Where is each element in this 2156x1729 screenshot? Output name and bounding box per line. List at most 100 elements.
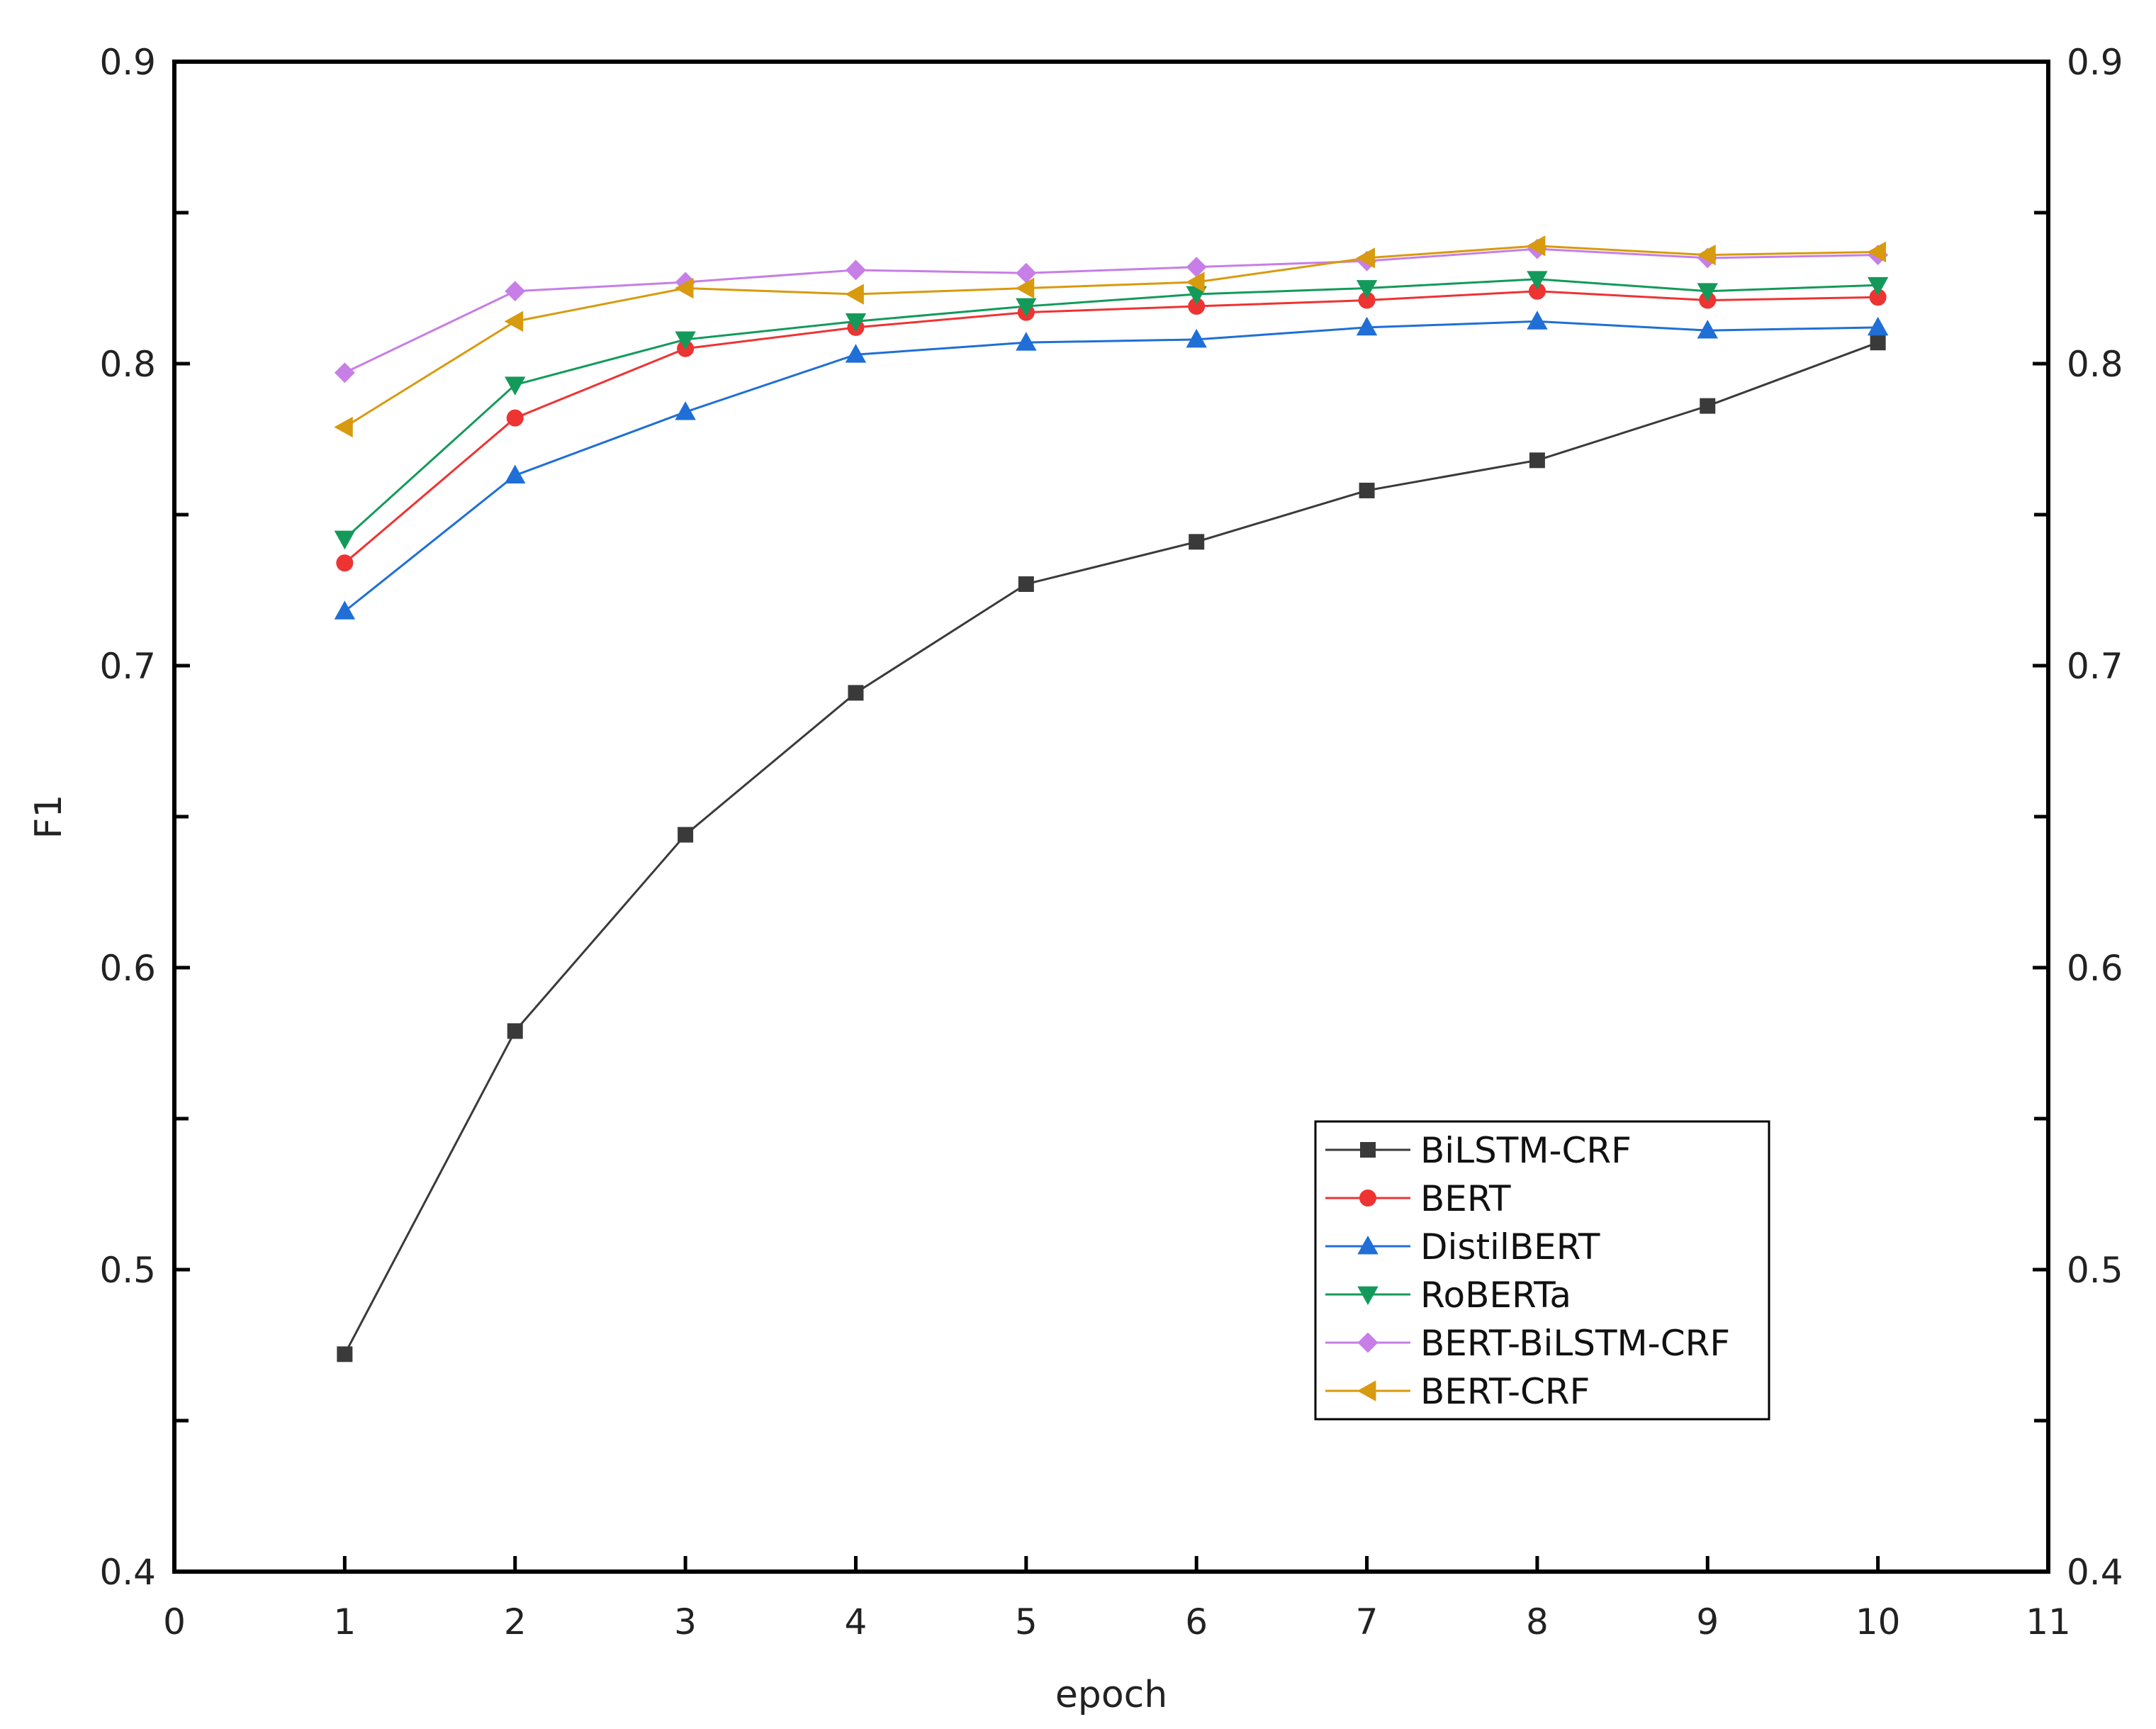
- legend-swatch-marker: [1360, 1142, 1376, 1158]
- legend-item: BERT-CRF: [1325, 1371, 1590, 1412]
- data-point: [1697, 283, 1718, 302]
- x-tick-label: 1: [333, 1601, 356, 1643]
- x-tick-label: 10: [1855, 1601, 1901, 1643]
- series-line: [344, 245, 1878, 428]
- y-tick-label-right: 0.9: [2067, 42, 2123, 83]
- y-tick-label-left: 0.5: [99, 1250, 156, 1291]
- legend-swatch-marker: [1357, 1235, 1379, 1255]
- data-point: [505, 464, 526, 484]
- data-point: [1186, 272, 1205, 293]
- data-point: [845, 344, 867, 363]
- data-point: [505, 281, 526, 302]
- data-point: [675, 277, 694, 299]
- x-tick-label: 5: [1015, 1601, 1038, 1643]
- data-point: [505, 376, 526, 396]
- data-point: [334, 530, 356, 550]
- data-point: [1356, 280, 1378, 299]
- data-point: [1189, 534, 1205, 550]
- data-point: [1186, 328, 1207, 348]
- series-line: [344, 341, 1879, 1355]
- legend-label: RoBERTa: [1420, 1275, 1571, 1316]
- data-point: [334, 600, 356, 620]
- y-tick-label-right: 0.8: [2067, 344, 2123, 385]
- data-point: [675, 331, 696, 350]
- data-point: [337, 1346, 353, 1363]
- data-point: [336, 554, 354, 572]
- data-point: [1697, 244, 1716, 266]
- legend-item: BERT-BiLSTM-CRF: [1325, 1323, 1730, 1364]
- legend-label: BERT-CRF: [1420, 1371, 1590, 1412]
- y-tick-label-right: 0.6: [2067, 948, 2123, 989]
- legend-box: [1314, 1120, 1770, 1421]
- legend-swatch-marker: [1359, 1190, 1376, 1207]
- data-point: [1697, 320, 1718, 339]
- plot-frame: [172, 60, 2050, 1574]
- legend-item: RoBERTa: [1325, 1275, 1571, 1316]
- series-layer: [334, 235, 1889, 1363]
- data-point: [506, 409, 524, 427]
- data-point: [1016, 332, 1037, 351]
- data-point: [845, 284, 864, 305]
- axis-tick-labels: 0 1 2 3 4 5 6 7 8 9 10 11 0.4 0.4 0.5 0.5 0.6 0.6 0.7 0.7 0.…: [99, 42, 2123, 1643]
- series-line: [344, 278, 1878, 540]
- data-point: [678, 827, 694, 843]
- data-point: [848, 685, 864, 701]
- legend-swatch-marker: [1357, 1332, 1379, 1353]
- x-tick-label: 0: [163, 1601, 186, 1643]
- data-point: [1867, 241, 1887, 263]
- data-point: [507, 1023, 523, 1039]
- data-point: [1870, 335, 1886, 351]
- x-tick-label: 4: [845, 1601, 868, 1643]
- y-tick-label-right: 0.7: [2067, 646, 2123, 687]
- data-point: [675, 401, 696, 420]
- data-point: [334, 416, 353, 438]
- data-point: [845, 313, 867, 332]
- y-tick-label-left: 0.6: [99, 948, 156, 989]
- data-point: [846, 259, 866, 281]
- data-point: [1867, 316, 1889, 336]
- legend-swatch-marker: [1357, 1286, 1379, 1306]
- data-point: [1867, 276, 1889, 296]
- data-point: [1527, 310, 1548, 330]
- legend-label: BERT: [1420, 1178, 1511, 1219]
- x-tick-label: 9: [1696, 1601, 1719, 1643]
- x-axis-title: epoch: [1055, 1674, 1167, 1716]
- data-point: [1015, 277, 1035, 299]
- data-point: [1700, 398, 1716, 414]
- y-tick-label-left: 0.4: [99, 1552, 156, 1593]
- data-point: [1359, 482, 1375, 498]
- y-tick-label-right: 0.5: [2067, 1250, 2123, 1291]
- legend-label: BiLSTM-CRF: [1420, 1130, 1632, 1171]
- x-tick-label: 2: [504, 1601, 527, 1643]
- x-tick-label: 8: [1526, 1601, 1549, 1643]
- x-tick-label: 11: [2026, 1601, 2071, 1643]
- y-tick-label-left: 0.9: [99, 42, 156, 83]
- data-point: [1018, 576, 1034, 592]
- data-point: [504, 310, 524, 332]
- series-distilbert: [334, 310, 1889, 620]
- series-bilstm-crf: [337, 335, 1886, 1363]
- x-tick-label: 7: [1356, 1601, 1379, 1643]
- data-point: [1356, 316, 1378, 336]
- series-line: [344, 247, 1878, 374]
- legend-label: DistilBERT: [1420, 1226, 1600, 1268]
- series-bert-crf: [334, 235, 1887, 438]
- series-line: [344, 290, 1878, 564]
- data-point: [334, 362, 355, 384]
- x-tick-label: 6: [1185, 1601, 1208, 1643]
- data-point: [1016, 298, 1037, 318]
- data-point: [1527, 271, 1548, 290]
- data-point: [1529, 452, 1545, 469]
- y-axis-title: F1: [28, 795, 70, 839]
- series-line: [344, 320, 1878, 612]
- x-tick-label: 3: [674, 1601, 697, 1643]
- legend-item: BiLSTM-CRF: [1325, 1130, 1632, 1171]
- legend: BiLSTM-CRF BERT DistilBERT RoBERTa BERT-BiLS…: [1314, 1120, 1770, 1421]
- legend-item: DistilBERT: [1325, 1226, 1600, 1268]
- y-tick-label-left: 0.8: [99, 344, 156, 385]
- y-tick-label-left: 0.7: [99, 646, 156, 687]
- data-point: [1356, 247, 1375, 269]
- data-point: [1526, 235, 1546, 257]
